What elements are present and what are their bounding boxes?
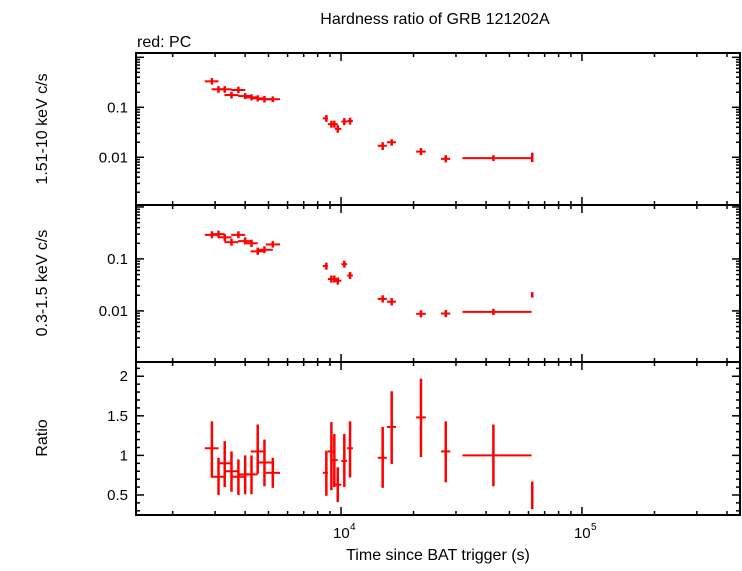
panel2-frame (135, 204, 741, 363)
y-tick-label: 0.1 (107, 99, 128, 116)
y-tick-label: 0.1 (107, 251, 128, 268)
y-tick-label: 2 (120, 368, 128, 385)
chart-title: Hardness ratio of GRB 121202A (320, 11, 550, 28)
x-tick-exponent: 5 (591, 522, 597, 533)
x-tick-label: 10 (574, 525, 591, 542)
x-tick-exponent: 4 (350, 522, 356, 533)
x-tick-label: 10 (333, 525, 350, 542)
panel2-y-label: 0.3-1.5 keV c/s (34, 230, 51, 337)
panel3-y-label: Ratio (34, 419, 51, 456)
y-tick-label: 0.5 (107, 487, 128, 504)
panel1-y-label: 1.51-10 keV c/s (34, 73, 51, 184)
panel3-frame (135, 361, 741, 516)
y-tick-label: 0.01 (99, 149, 128, 166)
legend-annotation: red: PC (137, 34, 191, 51)
y-tick-label: 1.5 (107, 408, 128, 425)
y-tick-label: 1 (120, 447, 128, 464)
x-axis-label: Time since BAT trigger (s) (346, 547, 530, 564)
y-tick-label: 0.01 (99, 303, 128, 320)
panel1-frame (135, 52, 741, 206)
